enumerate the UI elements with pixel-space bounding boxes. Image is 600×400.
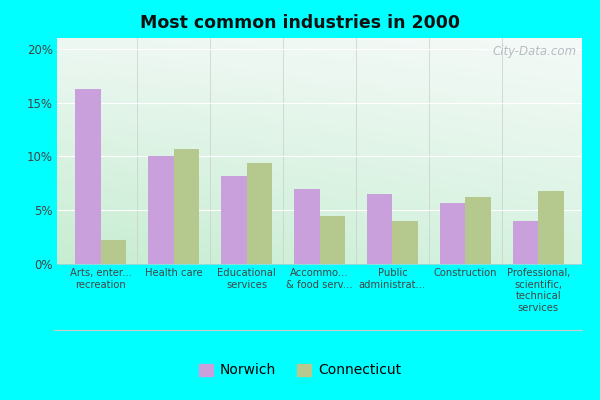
Bar [538, 191, 564, 264]
Bar [247, 163, 272, 264]
Bar [320, 216, 345, 264]
Bar [466, 197, 491, 264]
Bar [440, 203, 466, 264]
Bar [148, 156, 173, 264]
Text: Most common industries in 2000: Most common industries in 2000 [140, 14, 460, 32]
Bar [367, 194, 392, 264]
Bar [294, 189, 320, 264]
Bar [101, 240, 126, 264]
Legend: Norwich, Connecticut: Norwich, Connecticut [194, 358, 406, 383]
Bar [173, 149, 199, 264]
Text: City-Data.com: City-Data.com [493, 45, 577, 58]
Bar [513, 221, 538, 264]
Bar [75, 88, 101, 264]
Bar [392, 221, 418, 264]
Bar [221, 176, 247, 264]
